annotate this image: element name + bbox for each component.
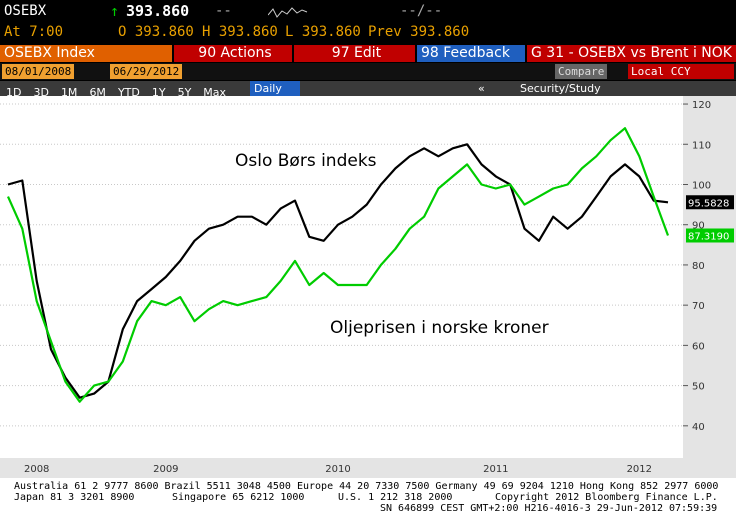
y-tick-label: 70 [692,301,705,312]
footer-line: Japan 81 3 3201 8900 [14,492,135,503]
chart-title: G 31 - OSEBX vs Brent i NOK [527,45,736,62]
period-tabs: 1D 3D 1M 6M YTD 1Y 5Y Max [6,81,238,100]
footer-line: U.S. 1 212 318 2000 [338,492,453,503]
footer-line: Copyright 2012 Bloomberg Finance L.P. [495,492,718,503]
ticker: OSEBX [4,3,47,19]
x-tick-label: 2008 [24,464,49,475]
period-tab[interactable]: 1D [6,86,22,99]
actions-button[interactable]: 90 Actions [174,45,292,62]
y-tick-label: 100 [692,180,711,191]
y-tick-label: 120 [692,100,711,111]
x-tick-label: 2010 [325,464,350,475]
period-tab[interactable]: 1Y [151,86,166,99]
x-tick-label: 2009 [153,464,178,475]
end-date[interactable]: 06/29/2012 [110,64,183,79]
prev: Prev 393.860 [368,24,470,40]
low: L 393.860 [285,24,361,40]
edit-button[interactable]: 97 Edit [294,45,415,62]
study-button[interactable]: Security/Study [520,82,601,95]
x-tick-label: 2012 [627,464,652,475]
period-tab[interactable]: 6M [89,86,106,99]
period-tab[interactable]: Max [203,86,227,99]
y-axis-strip [683,96,736,478]
footer [0,478,736,527]
last-value-label: 87.3190 [688,231,729,242]
annotation: Oljeprisen i norske kroner [330,318,549,338]
price: 393.860 [126,2,190,20]
range: --/-- [400,3,443,19]
sparkline [268,7,308,18]
y-tick-label: 90 [692,221,705,232]
feedback-button[interactable]: 98 Feedback [417,45,525,62]
chart: Oslo Børs indeks Oljeprisen i norske kro… [0,96,736,478]
y-tick-label: 60 [692,341,705,352]
last-value-label: 95.5828 [688,198,729,209]
y-tick-label: 40 [692,422,705,433]
last-value-box [686,195,734,210]
up-arrow: ↑ [110,2,120,20]
date-row [0,63,736,80]
frequency[interactable]: Daily [250,81,300,96]
change: -- [215,3,232,19]
y-tick-label: 110 [692,140,711,151]
annotation: Oslo Børs indeks [235,151,377,171]
tab-row [0,81,736,96]
period-tab[interactable]: 5Y [177,86,192,99]
footer-line: Singapore 65 6212 1000 [172,492,305,503]
time: At 7:00 [4,24,64,40]
plot-area [0,96,683,458]
series-line [6,127,670,403]
footer-line: SN 646899 CEST GMT+2:00 H216-4016-3 29-J… [380,503,718,514]
collapse[interactable]: « [478,82,485,95]
footer-line: Australia 61 2 9777 8600 Brazil 5511 304… [14,481,719,492]
y-tick-label: 80 [692,261,705,272]
high: H 393.860 [202,24,278,40]
compare[interactable]: Compare [555,64,608,79]
security-field[interactable]: OSEBX Index [0,45,172,62]
series-line [7,143,669,399]
start-date[interactable]: 08/01/2008 [2,64,75,79]
period-tab[interactable]: YTD [117,86,140,99]
currency[interactable]: Local CCY [628,64,734,79]
open: O 393.860 [118,24,194,40]
y-tick-label: 50 [692,382,705,393]
x-axis-strip [0,458,683,478]
x-tick-label: 2011 [483,464,508,475]
period-tab[interactable]: 1M [60,86,78,99]
last-value-box [686,228,734,243]
period-tab[interactable]: 3D [33,86,49,99]
